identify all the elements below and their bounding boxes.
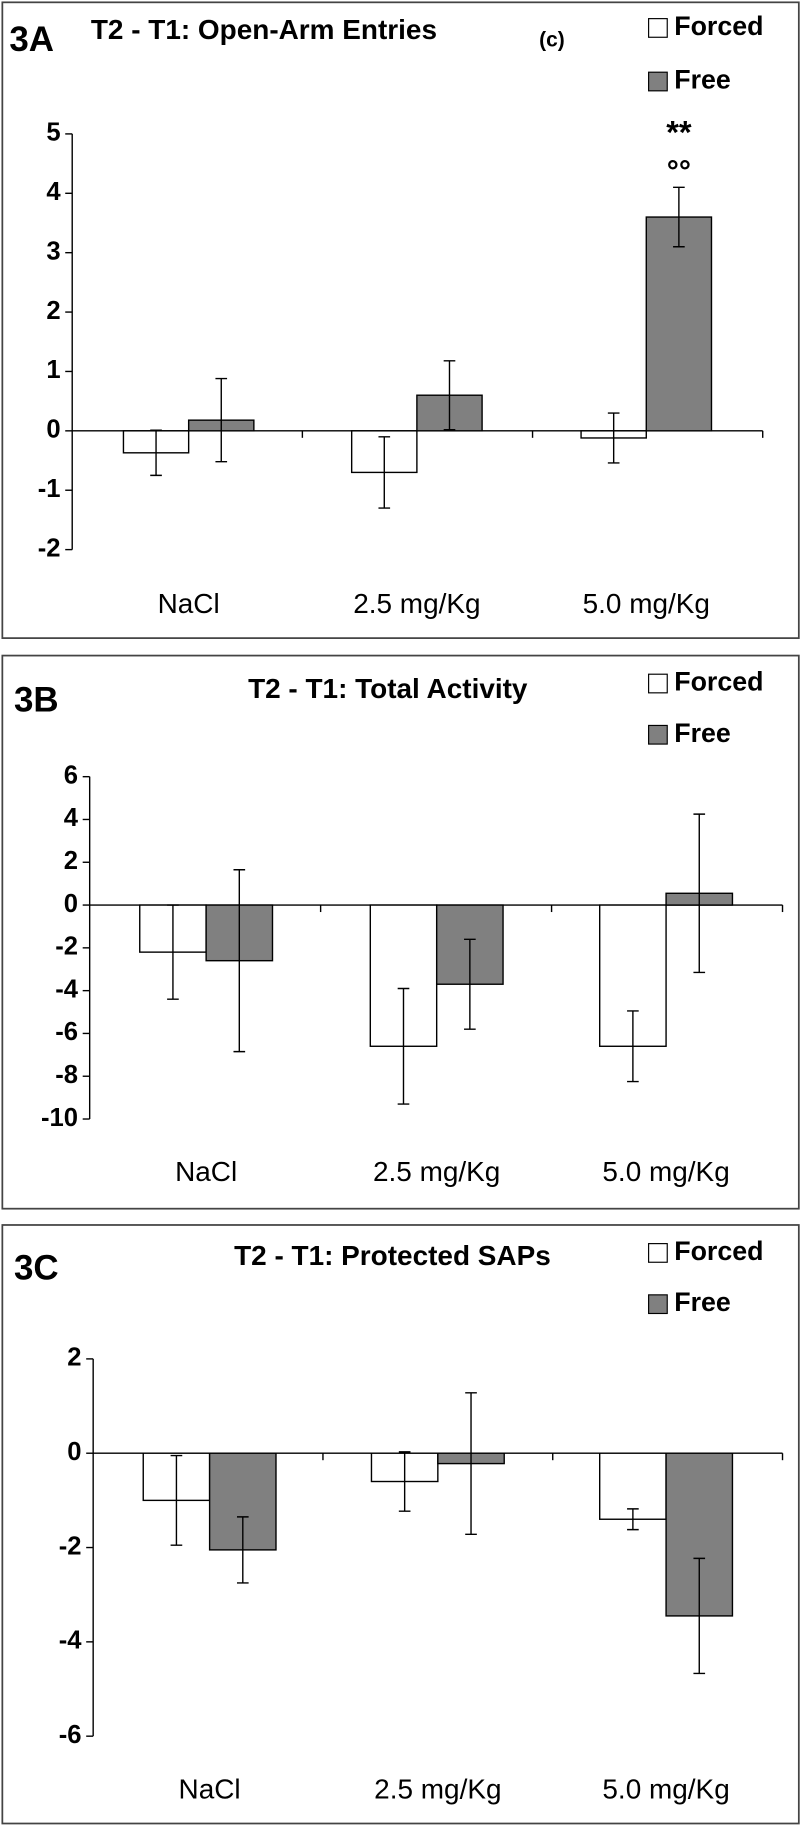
- title-note: (c): [539, 28, 565, 51]
- y-tick-label: 1: [46, 356, 60, 384]
- y-tick-label: 5: [46, 119, 60, 147]
- error-bar: [236, 1516, 249, 1584]
- y-tick-label: 4: [64, 804, 79, 832]
- error-bar: [397, 987, 410, 1105]
- panel-label: 3C: [14, 1249, 59, 1288]
- y-tick-label: -6: [59, 1721, 82, 1749]
- x-tick-label: NaCl: [175, 1156, 237, 1187]
- error-bar: [398, 1451, 411, 1512]
- x-tick-label: 2.5 mg/Kg: [353, 588, 480, 619]
- x-tick-label: 2.5 mg/Kg: [373, 1156, 500, 1187]
- x-tick-label: 2.5 mg/Kg: [374, 1773, 501, 1804]
- chart-title: T2 - T1: Protected SAPs: [234, 1240, 551, 1271]
- x-tick-label: NaCl: [179, 1773, 241, 1804]
- panel-frame: [1, 1224, 800, 1825]
- error-bar: [693, 1557, 706, 1675]
- panel-frame: [1, 654, 800, 1210]
- error-bar: [233, 869, 246, 1053]
- y-tick-label: 0: [46, 416, 60, 444]
- y-tick-label: -8: [55, 1061, 78, 1089]
- y-tick-label: 0: [67, 1438, 81, 1466]
- bar: [645, 216, 713, 432]
- panel-label: 3B: [14, 680, 59, 719]
- x-tick-label: 5.0 mg/Kg: [583, 588, 710, 619]
- chart-title: T2 - T1: Total Activity: [248, 673, 528, 704]
- legend-swatch: [648, 18, 668, 38]
- error-bar: [215, 377, 228, 463]
- legend-swatch: [648, 1294, 668, 1315]
- error-bar: [170, 1454, 183, 1546]
- error-bar: [607, 412, 620, 464]
- legend-swatch: [648, 71, 668, 92]
- y-tick-label: -1: [38, 475, 61, 503]
- y-tick-label: -2: [59, 1532, 82, 1560]
- chart-title: T2 - T1: Open-Arm Entries: [91, 14, 437, 45]
- error-bar: [464, 938, 476, 1030]
- legend-label: Forced: [674, 667, 763, 697]
- y-tick-label: 4: [46, 178, 61, 206]
- y-tick-label: -10: [41, 1104, 78, 1132]
- y-tick-label: -2: [38, 534, 61, 562]
- legend-label: Forced: [674, 1236, 763, 1266]
- y-tick-label: -6: [55, 1018, 78, 1046]
- y-tick-label: 0: [64, 890, 78, 918]
- y-tick-label: 6: [64, 761, 78, 789]
- y-tick-label: -2: [55, 933, 78, 961]
- error-bar: [443, 360, 456, 431]
- y-tick-label: 3: [46, 237, 60, 265]
- error-bar: [627, 1010, 639, 1083]
- panel-frame: [1, 1, 800, 639]
- error-bar: [627, 1508, 639, 1531]
- x-tick-label: 5.0 mg/Kg: [602, 1773, 729, 1804]
- error-bar: [378, 436, 391, 509]
- legend-swatch: [648, 724, 668, 745]
- y-tick-label: -4: [59, 1627, 83, 1655]
- legend-label: Free: [674, 1287, 731, 1317]
- legend-swatch: [648, 1243, 668, 1263]
- error-bar: [167, 904, 179, 1000]
- error-bar: [693, 813, 706, 974]
- legend-label: Free: [674, 718, 731, 748]
- legend-swatch: [648, 673, 668, 694]
- x-tick-label: 5.0 mg/Kg: [602, 1156, 729, 1187]
- error-bar: [150, 429, 162, 477]
- error-bar: [673, 186, 685, 248]
- legend-label: Forced: [674, 11, 763, 41]
- x-tick-label: NaCl: [158, 588, 220, 619]
- annotation: **: [666, 114, 692, 151]
- annotation: °°: [667, 155, 691, 188]
- y-tick-label: -4: [55, 975, 79, 1003]
- legend-label: Free: [674, 65, 731, 95]
- y-tick-label: 2: [67, 1344, 81, 1372]
- y-tick-label: 2: [64, 847, 78, 875]
- error-bar: [465, 1392, 477, 1536]
- y-tick-label: 2: [46, 297, 60, 325]
- panel-label: 3A: [9, 20, 54, 59]
